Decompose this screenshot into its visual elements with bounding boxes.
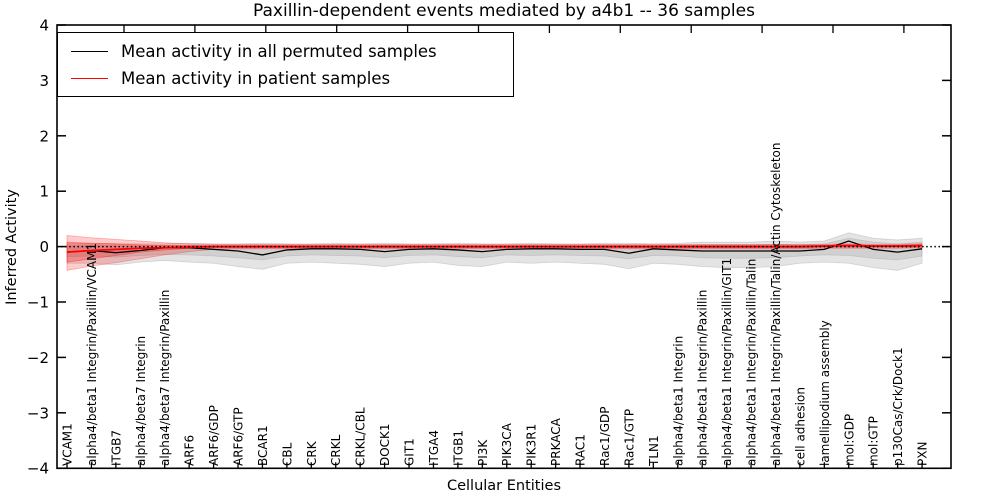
x-category-label: RAC1 <box>574 434 588 466</box>
x-category-label: ITGB7 <box>109 430 123 466</box>
x-category-label: CBL <box>280 442 294 466</box>
x-category-label: PI3K <box>476 439 490 466</box>
x-category-label: ITGB1 <box>451 430 465 466</box>
x-category-label: DOCK1 <box>378 423 392 466</box>
x-category-label: TLN1 <box>647 435 661 467</box>
x-category-label: alpha4/beta1 Integrin/Paxillin <box>696 290 710 466</box>
legend-entry-patient: Mean activity in patient samples <box>71 65 513 92</box>
legend-label-permuted: Mean activity in all permuted samples <box>121 42 437 61</box>
x-category-label: BCAR1 <box>256 425 270 466</box>
x-category-label: Rac1/GDP <box>598 407 612 466</box>
x-axis-label: Cellular Entities <box>446 478 562 494</box>
x-category-label: ITGA4 <box>427 430 441 466</box>
x-category-label: PRKACA <box>549 417 563 466</box>
y-tick-label: 4 <box>39 17 49 35</box>
chart-title: Paxillin-dependent events mediated by a4… <box>253 1 755 21</box>
permuted-band-outer <box>66 232 923 271</box>
x-category-label: p130Cas/Crk/Dock1 <box>891 347 905 466</box>
x-category-label: ARF6 <box>183 435 197 466</box>
y-tick-label: −3 <box>27 404 49 422</box>
x-category-label: mol:GTP <box>867 416 881 466</box>
permuted-line-swatch <box>71 51 108 52</box>
x-category-label: VCAM1 <box>61 423 75 466</box>
x-category-label: Rac1/GTP <box>622 409 636 466</box>
legend-label-patient: Mean activity in patient samples <box>121 69 391 88</box>
x-category-label: alpha4/beta1 Integrin/Paxillin/Talin <box>745 259 759 466</box>
x-category-label: lamellipodium assembly <box>818 320 832 466</box>
x-category-label: ARF6/GDP <box>207 405 221 466</box>
y-tick-label: 2 <box>39 127 49 145</box>
x-category-label: alpha4/beta7 Integrin/Paxillin <box>158 290 172 466</box>
x-category-label: mol:GDP <box>842 414 856 466</box>
y-tick-label: 1 <box>39 183 49 201</box>
y-tick-label: 0 <box>39 238 49 256</box>
y-tick-label: −1 <box>27 294 49 312</box>
y-tick-label: −4 <box>27 460 49 478</box>
x-category-label: cell adhesion <box>793 387 807 466</box>
x-category-label: alpha4/beta1 Integrin/Paxillin/Talin/Act… <box>769 143 783 466</box>
x-category-label: CRK <box>305 440 319 466</box>
legend: Mean activity in all permuted samples Me… <box>57 32 514 97</box>
y-tick-label: −2 <box>27 349 49 367</box>
x-category-label: CRKL/CBL <box>354 407 368 466</box>
patient-line-swatch <box>71 78 108 79</box>
x-category-label: alpha4/beta1 Integrin <box>671 336 685 466</box>
x-category-label: PIK3CA <box>500 422 514 466</box>
x-category-label: alpha4/beta1 Integrin/Paxillin/VCAM1 <box>85 243 99 466</box>
x-category-label: ARF6/GTP <box>232 407 246 466</box>
x-category-label: GIT1 <box>403 438 417 466</box>
y-tick-label: 3 <box>39 72 49 90</box>
series-line-permuted <box>66 240 923 256</box>
legend-entry-permuted: Mean activity in all permuted samples <box>71 38 513 65</box>
x-category-label: CRKL <box>329 434 343 466</box>
x-category-label: PIK3R1 <box>525 424 539 466</box>
x-category-label: alpha4/beta7 Integrin <box>134 336 148 466</box>
x-category-label: alpha4/beta1 Integrin/Paxillin/GIT1 <box>720 258 734 466</box>
x-category-label: PXN <box>916 442 930 466</box>
